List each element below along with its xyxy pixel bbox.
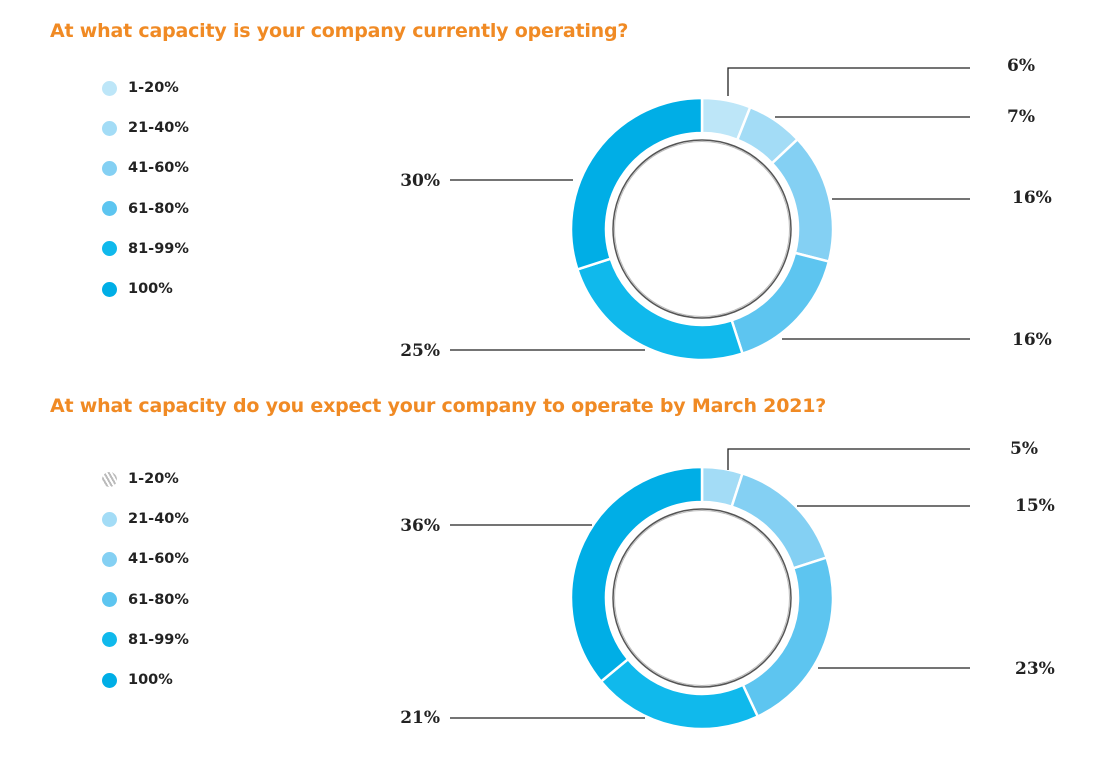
donut-inner-ring-shadow [614, 141, 790, 317]
legend-label: 100% [128, 281, 173, 298]
data-label: 25% [400, 341, 440, 361]
legend-swatch [102, 632, 117, 648]
legend-item: 61-80% [102, 189, 189, 229]
legend-swatch [102, 281, 117, 297]
legend-label: 21-40% [128, 511, 189, 528]
legend-swatch [102, 551, 117, 567]
legend-swatch [102, 201, 117, 217]
legend-item: 100% [102, 660, 189, 700]
legend-label: 61-80% [128, 591, 189, 608]
data-label: 23% [1015, 659, 1055, 679]
legend-label: 41-60% [128, 551, 189, 568]
data-label: 5% [1010, 439, 1038, 459]
legend-label: 61-80% [128, 200, 189, 217]
legend-item: 81-99% [102, 620, 189, 660]
legend-swatch [102, 120, 117, 136]
legend-swatch [102, 80, 117, 96]
data-label: 30% [400, 171, 440, 191]
legend-item: 81-99% [102, 229, 189, 269]
donut-inner-ring [612, 508, 792, 688]
leader-line [727, 67, 970, 96]
legend-label: 1-20% [128, 471, 179, 488]
legend-item: 61-80% [102, 580, 189, 620]
data-label: 16% [1012, 188, 1052, 208]
legend-swatch [102, 471, 117, 487]
data-label: 15% [1015, 496, 1055, 516]
chart-1-title: At what capacity is your company current… [50, 20, 629, 42]
legend-label: 100% [128, 672, 173, 689]
donut-slice [575, 257, 745, 362]
data-label: 16% [1012, 330, 1052, 350]
legend-swatch [102, 672, 117, 688]
legend-item: 21-40% [102, 499, 189, 539]
legend-item: 41-60% [102, 539, 189, 579]
legend-item: 100% [102, 269, 189, 309]
legend-swatch [102, 160, 117, 176]
legend-label: 41-60% [128, 160, 189, 177]
legend-label: 1-20% [128, 80, 179, 97]
donut-slice [569, 96, 704, 272]
donut-inner-ring-shadow [614, 510, 790, 686]
data-label: 21% [400, 708, 440, 728]
chart-2-legend: 1-20% 21-40% 41-60% 61-80% 81-99% 100% [102, 459, 189, 700]
legend-swatch [102, 241, 117, 257]
legend-label: 81-99% [128, 240, 189, 257]
legend-item: 21-40% [102, 108, 189, 148]
legend-label: 21-40% [128, 120, 189, 137]
legend-item: 1-20% [102, 68, 189, 108]
chart-1-legend: 1-20% 21-40% 41-60% 61-80% 81-99% 100% [102, 68, 189, 309]
legend-label: 81-99% [128, 631, 189, 648]
data-label: 36% [400, 516, 440, 536]
donut-slice [569, 465, 704, 684]
legend-item: 1-20% [102, 459, 189, 499]
data-label: 6% [1007, 56, 1035, 76]
legend-swatch [102, 511, 117, 527]
donut-slice [770, 137, 835, 264]
donut-inner-ring [612, 139, 792, 319]
legend-swatch [102, 592, 117, 608]
data-label: 7% [1007, 107, 1035, 127]
chart-2-title: At what capacity do you expect your comp… [50, 395, 827, 417]
leader-line [727, 448, 970, 470]
legend-item: 41-60% [102, 148, 189, 188]
